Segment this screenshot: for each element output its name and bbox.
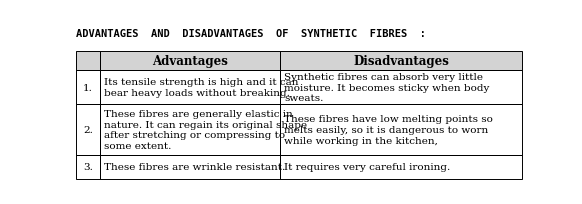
Bar xyxy=(280,52,523,70)
Bar xyxy=(76,155,100,179)
Bar xyxy=(76,105,100,155)
Bar xyxy=(280,105,523,155)
Bar xyxy=(100,70,280,105)
Bar xyxy=(76,52,100,70)
Bar xyxy=(280,70,523,105)
Text: ADVANTAGES  AND  DISADVANTAGES  OF  SYNTHETIC  FIBRES  :: ADVANTAGES AND DISADVANTAGES OF SYNTHETI… xyxy=(76,28,427,38)
Bar xyxy=(100,70,280,105)
Bar xyxy=(76,52,100,70)
Bar xyxy=(280,155,523,179)
Text: These fibres are generally elastic in
nature. It can regain its original shape
a: These fibres are generally elastic in na… xyxy=(104,109,307,150)
Bar xyxy=(76,105,100,155)
Text: Its tensile strength is high and it can
bear heavy loads without breaking.: Its tensile strength is high and it can … xyxy=(104,78,298,98)
Bar xyxy=(280,70,523,105)
Text: 1.: 1. xyxy=(83,83,93,92)
Text: Advantages: Advantages xyxy=(152,55,228,68)
Text: 3.: 3. xyxy=(83,163,93,172)
Text: These fibres are wrinkle resistant.: These fibres are wrinkle resistant. xyxy=(104,163,285,172)
Bar xyxy=(76,70,100,105)
Text: It requires very careful ironing.: It requires very careful ironing. xyxy=(284,163,450,172)
Bar xyxy=(100,52,280,70)
Bar xyxy=(100,155,280,179)
Text: Disadvantages: Disadvantages xyxy=(353,55,449,68)
Bar xyxy=(76,70,100,105)
Text: Synthetic fibres can absorb very little
moisture. It becomes sticky when body
sw: Synthetic fibres can absorb very little … xyxy=(284,72,489,103)
Bar xyxy=(280,105,523,155)
Text: These fibres have low melting points so
melts easily, so it is dangerous to worn: These fibres have low melting points so … xyxy=(284,115,493,145)
Bar xyxy=(100,105,280,155)
Bar xyxy=(280,52,523,70)
Bar xyxy=(100,105,280,155)
Bar xyxy=(280,155,523,179)
Bar xyxy=(100,155,280,179)
Bar xyxy=(76,155,100,179)
Text: 2.: 2. xyxy=(83,125,93,134)
Bar xyxy=(100,52,280,70)
